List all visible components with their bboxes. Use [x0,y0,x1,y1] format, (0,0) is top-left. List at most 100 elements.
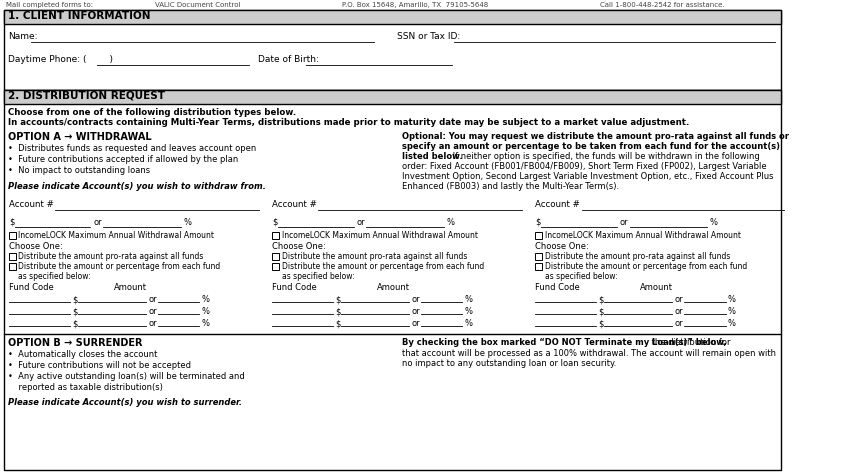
Text: P.O. Box 15648, Amarillo, TX  79105-5648: P.O. Box 15648, Amarillo, TX 79105-5648 [342,2,488,8]
Text: $: $ [536,218,541,227]
Text: In accounts/contracts containing Multi-Year Terms, distributions made prior to m: In accounts/contracts containing Multi-Y… [8,118,689,127]
Text: Mail completed forms to:: Mail completed forms to: [6,2,93,8]
Text: %: % [201,295,209,304]
Text: $: $ [598,319,604,328]
Text: Distribute the amount or percentage from each fund: Distribute the amount or percentage from… [545,262,747,271]
Text: $: $ [335,319,341,328]
Text: %: % [464,307,473,316]
Bar [9,263,15,270]
Text: $: $ [598,307,604,316]
Text: Distribute the amount pro-rata against all funds: Distribute the amount pro-rata against a… [19,252,204,261]
Text: Amount: Amount [114,283,146,292]
Text: $: $ [598,295,604,304]
Text: 1. CLIENT INFORMATION: 1. CLIENT INFORMATION [8,11,150,21]
Bar [0,0,785,10]
Text: •  Future contributions accepted if allowed by the plan: • Future contributions accepted if allow… [8,155,239,164]
Text: Fund Code: Fund Code [9,283,54,292]
Text: or: or [675,307,683,316]
Text: Name:: Name: [8,32,37,41]
Bar [9,253,15,260]
Text: as specified below:: as specified below: [19,272,91,281]
Text: If neither option is specified, the funds will be withdrawn in the following: If neither option is specified, the fund… [450,152,759,161]
Text: •  Automatically closes the account: • Automatically closes the account [8,350,158,359]
Text: $: $ [272,218,278,227]
Text: as specified below:: as specified below: [281,272,354,281]
Text: •  Distributes funds as requested and leaves account open: • Distributes funds as requested and lea… [8,144,257,153]
Text: the distribution for: the distribution for [649,338,730,347]
Text: or: or [149,295,157,304]
Text: 2. DISTRIBUTION REQUEST: 2. DISTRIBUTION REQUEST [8,91,165,101]
Text: $: $ [72,319,77,328]
Bar [3,90,781,470]
Text: By checking the box marked “DO NOT Terminate my Loan(s)” below,: By checking the box marked “DO NOT Termi… [401,338,726,347]
Text: %: % [184,218,192,227]
Text: or: or [149,319,157,328]
Bar [3,10,781,24]
Bar [3,90,781,104]
Text: Optional: You may request we distribute the amount pro-rata against all funds or: Optional: You may request we distribute … [401,132,789,141]
Text: IncomeLOCK Maximum Annual Withdrawal Amount: IncomeLOCK Maximum Annual Withdrawal Amo… [19,231,214,240]
Text: or: or [411,307,420,316]
Text: Distribute the amount pro-rata against all funds: Distribute the amount pro-rata against a… [281,252,467,261]
Text: Amount: Amount [640,283,672,292]
Text: SSN or Tax ID:: SSN or Tax ID: [397,32,460,41]
Text: Date of Birth:: Date of Birth: [258,55,320,64]
Text: IncomeLOCK Maximum Annual Withdrawal Amount: IncomeLOCK Maximum Annual Withdrawal Amo… [545,231,740,240]
Text: as specified below:: as specified below: [545,272,617,281]
Text: •  Future contributions will not be accepted: • Future contributions will not be accep… [8,361,191,370]
Text: %: % [464,295,473,304]
Text: reported as taxable distribution(s): reported as taxable distribution(s) [8,383,163,392]
Text: Account #: Account # [272,200,317,209]
Text: specify an amount or percentage to be taken from each fund for the account(s): specify an amount or percentage to be ta… [401,142,779,151]
Text: Investment Option, Second Largest Variable Investment Option, etc., Fixed Accoun: Investment Option, Second Largest Variab… [401,172,773,181]
Text: OPTION A → WITHDRAWAL: OPTION A → WITHDRAWAL [8,132,152,142]
Text: %: % [728,319,735,328]
Text: or: or [675,295,683,304]
Text: Enhanced (FB003) and lastly the Multi-Year Term(s).: Enhanced (FB003) and lastly the Multi-Ye… [401,182,619,191]
Text: %: % [447,218,455,227]
Text: Please indicate Account(s) you wish to surrender.: Please indicate Account(s) you wish to s… [8,398,242,407]
Text: IncomeLOCK Maximum Annual Withdrawal Amount: IncomeLOCK Maximum Annual Withdrawal Amo… [281,231,478,240]
Text: or: or [411,319,420,328]
Text: $: $ [9,218,14,227]
Bar [9,232,15,239]
Text: that account will be processed as a 100% withdrawal. The account will remain ope: that account will be processed as a 100%… [401,349,775,358]
Text: Choose One:: Choose One: [9,242,63,251]
Text: Account #: Account # [9,200,54,209]
Text: Choose One:: Choose One: [536,242,589,251]
Text: or: or [411,295,420,304]
Text: Choose from one of the following distribution types below.: Choose from one of the following distrib… [8,108,297,117]
Text: or: or [149,307,157,316]
Text: Choose One:: Choose One: [272,242,326,251]
Text: VALIC Document Control: VALIC Document Control [155,2,241,8]
Text: $: $ [72,307,77,316]
Text: Account #: Account # [536,200,581,209]
Text: no impact to any outstanding loan or loan security.: no impact to any outstanding loan or loa… [401,359,616,368]
Text: %: % [728,295,735,304]
Text: $: $ [72,295,77,304]
Bar [536,232,541,239]
Text: or: or [356,218,365,227]
Text: Call 1-800-448-2542 for assistance.: Call 1-800-448-2542 for assistance. [600,2,725,8]
Text: Please indicate Account(s) you wish to withdraw from.: Please indicate Account(s) you wish to w… [8,182,266,191]
Text: %: % [464,319,473,328]
Text: Daytime Phone: (        ): Daytime Phone: ( ) [8,55,113,64]
Bar [536,253,541,260]
Text: Amount: Amount [377,283,410,292]
Text: Fund Code: Fund Code [536,283,581,292]
Text: OPTION B → SURRENDER: OPTION B → SURRENDER [8,338,143,348]
Text: •  No impact to outstanding loans: • No impact to outstanding loans [8,166,150,175]
Text: order: Fixed Account (FB001/FB004/FB009), Short Term Fixed (FP002), Largest Vari: order: Fixed Account (FB001/FB004/FB009)… [401,162,766,171]
Bar [272,263,279,270]
Text: %: % [201,319,209,328]
Text: %: % [710,218,718,227]
Text: $: $ [335,307,341,316]
Text: •  Any active outstanding loan(s) will be terminated and: • Any active outstanding loan(s) will be… [8,372,245,381]
Text: %: % [201,307,209,316]
Text: Distribute the amount or percentage from each fund: Distribute the amount or percentage from… [19,262,221,271]
Text: $: $ [335,295,341,304]
Text: listed below.: listed below. [401,152,462,161]
Text: or: or [620,218,628,227]
Text: or: or [94,218,102,227]
Text: %: % [728,307,735,316]
